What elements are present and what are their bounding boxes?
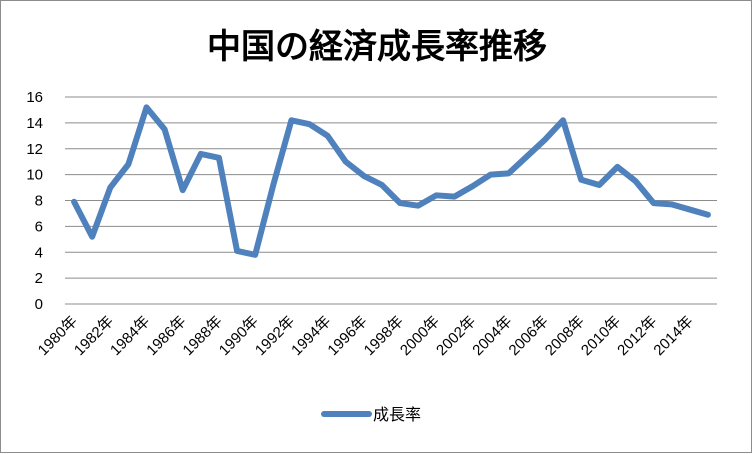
- data-point: [490, 174, 492, 176]
- x-tick-label: 2004年: [469, 313, 515, 359]
- x-tick-label: 1986年: [143, 313, 189, 359]
- x-tick-label: 2014年: [650, 313, 696, 359]
- legend: 成長率: [321, 405, 421, 424]
- data-point: [544, 139, 546, 141]
- data-point: [616, 166, 618, 168]
- x-tick-label: 2012年: [614, 313, 660, 359]
- y-tick-label: 0: [35, 296, 43, 313]
- y-tick-label: 12: [26, 141, 43, 158]
- data-point: [453, 196, 455, 198]
- data-point: [635, 180, 636, 182]
- data-point: [417, 205, 419, 207]
- x-tick-label: 1998年: [361, 313, 407, 359]
- x-tick-label: 2002年: [433, 313, 479, 359]
- x-tick-label: 2006年: [506, 313, 552, 359]
- data-point: [435, 194, 437, 196]
- y-tick-label: 8: [35, 193, 43, 210]
- x-tick-label: 1984年: [107, 313, 153, 359]
- chart-title: 中国の経済成長率推移: [207, 27, 547, 67]
- data-point: [345, 161, 347, 163]
- data-point: [580, 179, 582, 181]
- data-point: [200, 153, 202, 155]
- data-point: [508, 172, 510, 174]
- data-point: [598, 184, 600, 186]
- y-tick-label: 2: [35, 270, 43, 287]
- x-tick-label: 1992年: [252, 313, 298, 359]
- data-point: [399, 202, 401, 204]
- legend-label: 成長率: [373, 405, 421, 424]
- data-point: [381, 184, 383, 186]
- data-point: [671, 203, 673, 205]
- data-point: [526, 156, 528, 158]
- data-point: [127, 163, 129, 165]
- data-point: [109, 187, 111, 189]
- data-point: [236, 250, 238, 252]
- data-point: [146, 106, 147, 108]
- x-tick-label: 1996年: [324, 313, 370, 359]
- x-tick-label: 2000年: [397, 313, 443, 359]
- series-line: [71, 104, 711, 258]
- data-point: [472, 185, 473, 187]
- data-point: [562, 119, 564, 121]
- x-tick-label: 1982年: [71, 313, 117, 359]
- data-point: [182, 189, 184, 191]
- gridlines: [65, 96, 717, 305]
- x-tick-label: 1990年: [216, 313, 262, 359]
- y-tick-label: 14: [26, 115, 43, 132]
- x-tick-label: 1980年: [35, 313, 81, 359]
- y-tick-label: 16: [26, 89, 43, 106]
- data-point: [164, 128, 166, 130]
- y-axis-ticks: 0 2 4 6 8 10 12 14 16: [26, 89, 43, 313]
- data-point: [290, 119, 292, 121]
- data-point: [309, 123, 310, 125]
- data-point: [363, 175, 365, 177]
- data-point: [689, 209, 691, 211]
- data-point: [707, 214, 709, 216]
- data-point: [254, 254, 256, 256]
- data-point: [73, 201, 75, 203]
- y-tick-label: 10: [26, 167, 43, 184]
- data-point: [327, 135, 329, 137]
- y-tick-label: 4: [35, 244, 43, 261]
- data-point: [653, 202, 655, 204]
- data-point: [272, 184, 274, 186]
- x-tick-label: 2008年: [542, 313, 588, 359]
- y-tick-label: 6: [35, 218, 43, 235]
- data-point: [91, 236, 93, 238]
- x-tick-label: 1988年: [180, 313, 226, 359]
- data-point: [218, 157, 220, 159]
- series-layer: [71, 104, 711, 258]
- x-tick-label: 2010年: [578, 313, 624, 359]
- x-tick-label: 1994年: [288, 313, 334, 359]
- x-axis-ticks: 1980年1982年1984年1986年1988年1990年1992年1994年…: [35, 313, 697, 359]
